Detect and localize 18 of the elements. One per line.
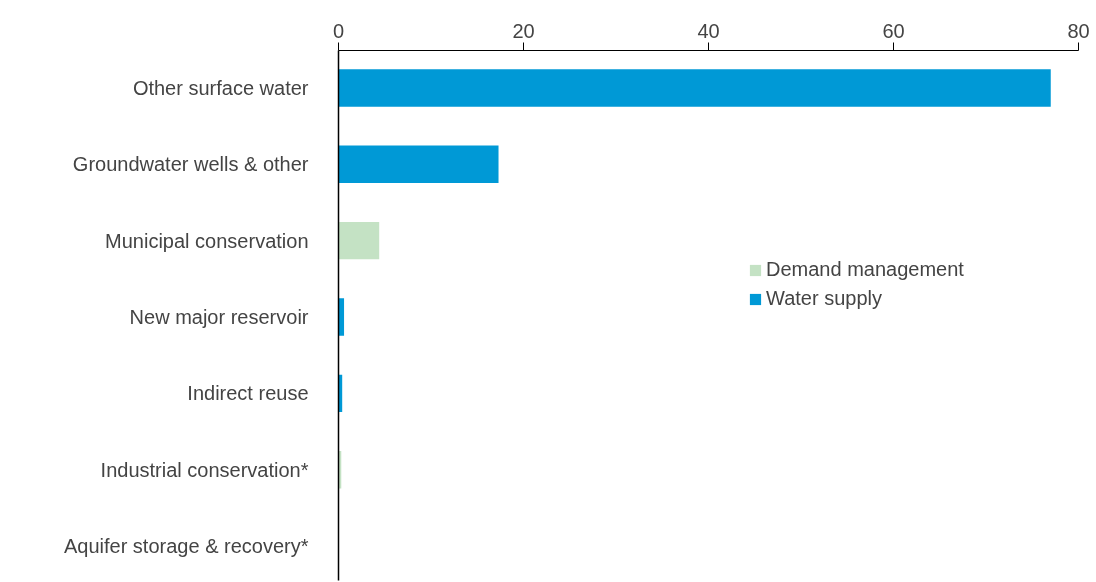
x-tick-label: 60 (882, 19, 905, 42)
y-tick-label: Municipal conservation (105, 229, 309, 252)
y-tick-label: Groundwater wells & other (72, 153, 309, 176)
x-tick-label: 0 (332, 19, 345, 42)
y-tick-label: New major reservoir (129, 306, 309, 329)
bar (338, 298, 345, 336)
y-tick-label: Other surface water (132, 76, 309, 99)
legend-label: Demand management (766, 258, 964, 281)
legend-label: Water supply (766, 287, 882, 310)
bar (338, 145, 499, 183)
y-tick-label: Industrial conservation* (100, 458, 309, 481)
bar (338, 69, 1051, 107)
y-tick-label: Aquifer storage & recovery* (63, 535, 309, 558)
x-tick-label: 40 (697, 19, 720, 42)
x-tick-label: 20 (512, 19, 535, 42)
y-tick-label: Indirect reuse (187, 382, 309, 405)
x-tick-label: 80 (1067, 19, 1090, 42)
bar (338, 221, 380, 260)
